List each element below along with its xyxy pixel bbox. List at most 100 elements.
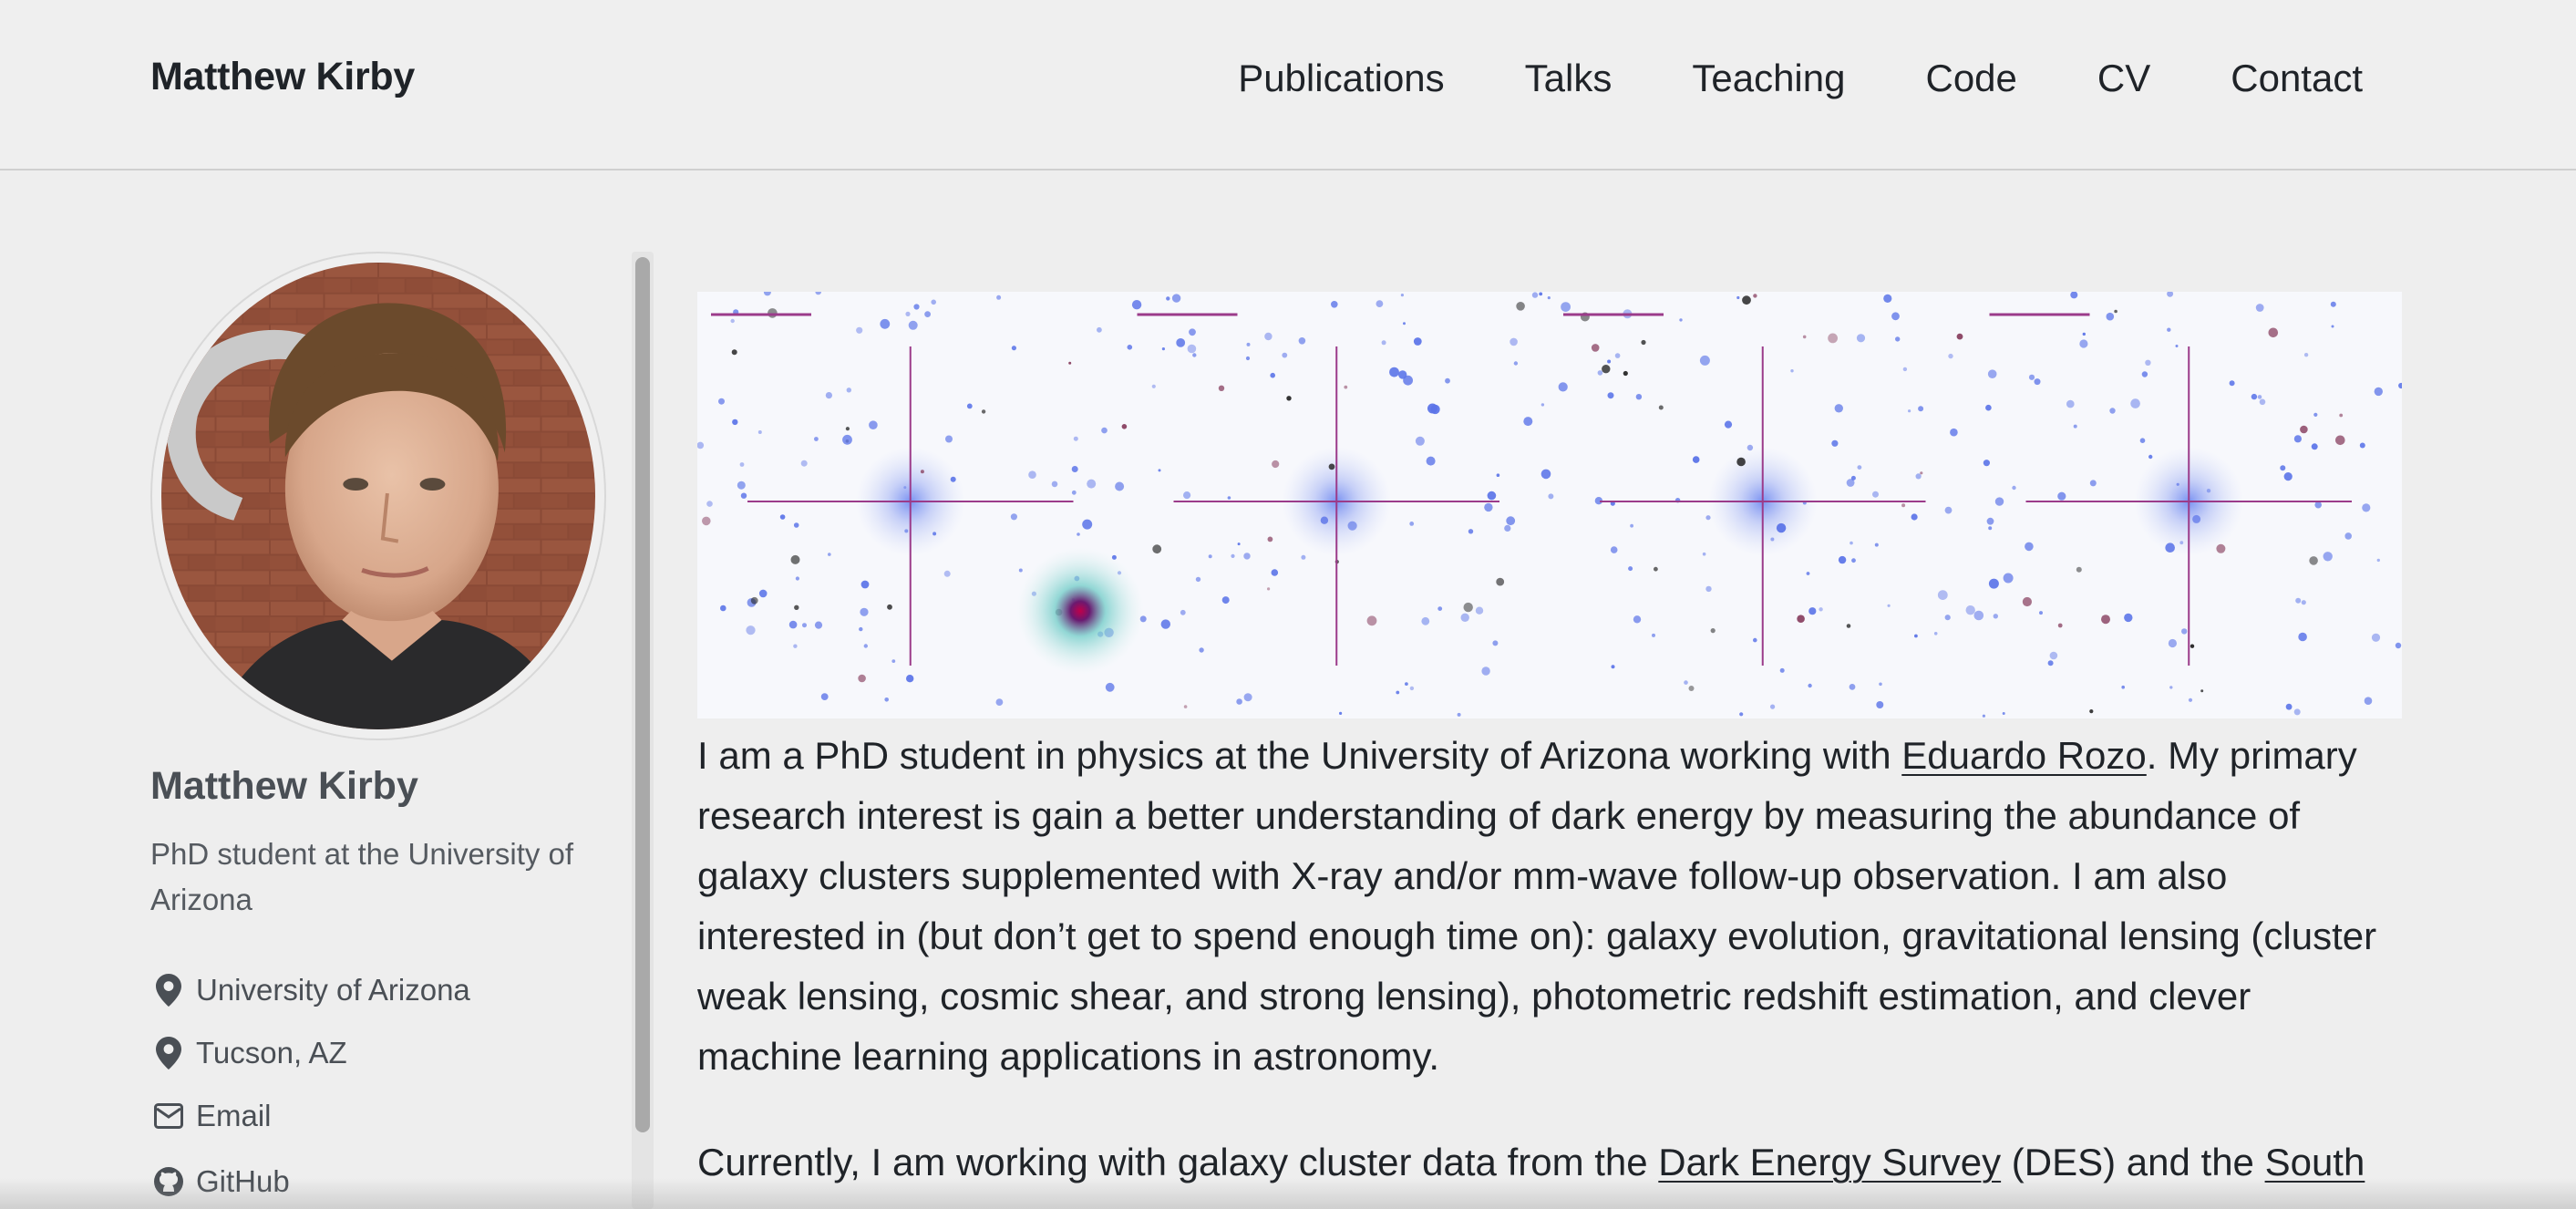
star <box>1831 439 1839 447</box>
star <box>859 626 863 632</box>
star <box>2344 532 2352 540</box>
star <box>2039 611 2043 615</box>
star <box>1073 436 1078 441</box>
dark-energy-survey-link[interactable]: Dark Energy Survey <box>1658 1141 2002 1183</box>
nav-code[interactable]: Code <box>1925 57 2017 99</box>
star <box>1298 337 1306 345</box>
star <box>880 318 891 329</box>
star <box>1591 344 1600 352</box>
star <box>1531 292 1539 298</box>
star <box>1933 632 1938 636</box>
star <box>732 418 738 426</box>
star <box>1806 572 1810 575</box>
star <box>2141 371 2148 377</box>
star <box>1540 469 1551 480</box>
star <box>887 604 892 610</box>
star <box>2285 703 2293 710</box>
star <box>815 292 821 295</box>
star <box>2251 393 2258 400</box>
site-title-link[interactable]: Matthew Kirby <box>150 55 415 98</box>
star <box>1561 302 1571 312</box>
star <box>697 441 705 450</box>
star <box>2057 491 2066 501</box>
star <box>820 693 829 700</box>
star <box>1973 610 1984 621</box>
star <box>1267 587 1271 591</box>
star <box>1846 624 1851 628</box>
star <box>2376 558 2380 563</box>
star <box>1895 336 1901 342</box>
email-link[interactable]: Email <box>150 1083 470 1149</box>
star <box>2168 638 2177 648</box>
nav-teaching[interactable]: Teaching <box>1692 57 1846 99</box>
author-links: University of Arizona Tucson, AZ Email G… <box>150 957 470 1209</box>
sidebar-scrollbar[interactable] <box>632 252 654 1209</box>
star <box>1948 353 1953 359</box>
star <box>2124 613 2133 623</box>
star <box>1286 396 1292 401</box>
star <box>1684 680 1688 685</box>
star <box>1011 346 1016 351</box>
author-bio: PhD student at the University of Arizona <box>150 837 574 916</box>
star <box>869 420 878 429</box>
star <box>1183 491 1191 500</box>
star <box>908 320 918 330</box>
star <box>1633 615 1642 624</box>
star <box>1460 613 1469 622</box>
star <box>1849 684 1856 690</box>
nav-contact[interactable]: Contact <box>2231 57 2363 99</box>
star <box>1611 665 1615 669</box>
star <box>768 308 778 318</box>
star <box>1739 712 1744 717</box>
star <box>1548 493 1554 500</box>
star <box>1272 460 1280 469</box>
masthead: Matthew Kirby Publications Talks Teachin… <box>0 0 2576 170</box>
star <box>2206 489 2211 493</box>
sidebar-scrollbar-thumb[interactable] <box>635 257 650 1132</box>
star <box>2145 359 2151 366</box>
nav-cv[interactable]: CV <box>2097 57 2151 99</box>
star <box>1742 295 1751 305</box>
star <box>739 462 745 467</box>
star <box>1271 569 1279 576</box>
star <box>1688 686 1695 691</box>
nav-talks[interactable]: Talks <box>1524 57 1613 99</box>
star <box>1876 701 1884 708</box>
star <box>860 607 869 616</box>
star <box>1985 404 1992 411</box>
star <box>1982 714 1985 718</box>
bright-star <box>1016 547 1144 675</box>
star <box>2139 438 2146 443</box>
star <box>2268 327 2279 338</box>
star <box>1623 370 1628 377</box>
star <box>2190 644 2195 648</box>
star <box>1468 529 1474 534</box>
star <box>1915 473 1922 480</box>
star <box>1010 513 1017 521</box>
star <box>1221 596 1230 604</box>
star <box>2047 660 2054 666</box>
south-pole-telescope-link[interactable]: South <box>2264 1141 2365 1183</box>
star <box>1770 537 1775 542</box>
github-link[interactable]: GitHub <box>150 1149 470 1209</box>
star <box>1944 506 1953 514</box>
star <box>1994 497 2004 506</box>
star <box>2082 332 2086 336</box>
star <box>737 480 746 490</box>
star <box>720 604 726 612</box>
star <box>1635 394 1643 400</box>
star <box>933 532 937 536</box>
star <box>814 621 823 629</box>
star <box>1988 578 1999 589</box>
star <box>750 596 758 604</box>
star <box>913 304 920 310</box>
star <box>2301 600 2306 605</box>
star <box>846 388 851 393</box>
star <box>1121 424 1128 429</box>
star <box>1887 604 1891 607</box>
star <box>1158 469 1161 472</box>
nav-publications[interactable]: Publications <box>1238 57 1445 99</box>
eduardo-rozo-link[interactable]: Eduardo Rozo <box>1901 734 2147 777</box>
star <box>1607 392 1614 399</box>
star <box>1628 566 1633 572</box>
